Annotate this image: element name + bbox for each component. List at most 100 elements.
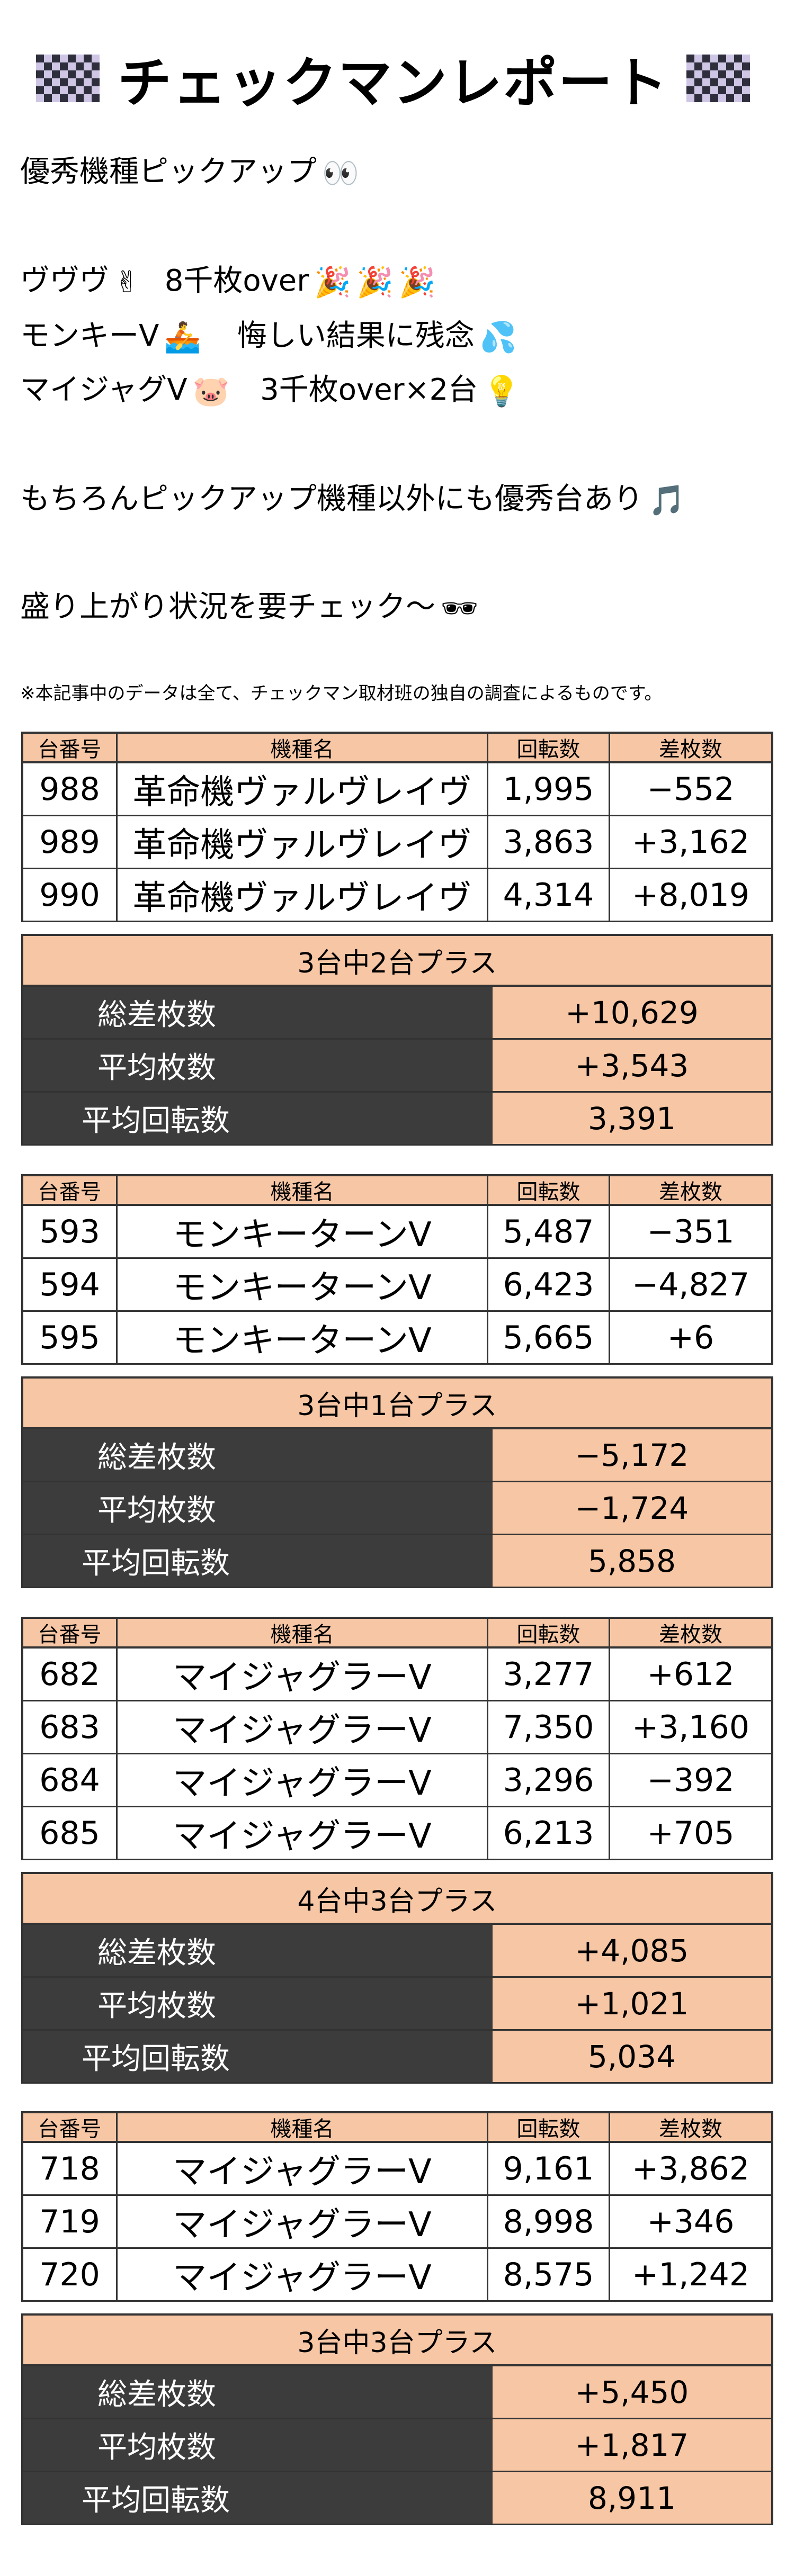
cell-name: マイジャグラーV [118,2143,488,2194]
summary-row-total: 総差枚数 +5,450 [21,2366,773,2419]
sunglasses-icon: 🕶 [441,591,479,626]
cell-diff: +346 [647,2203,735,2240]
summary-result: 4台中3台プラス [21,1872,773,1925]
party-icon: 🎉 [398,265,436,300]
disclaimer-note: ※本記事中のデータは全て、チェックマン取材班の独自の調査によるものです。 [20,683,663,704]
cell-diff: +3,862 [631,2150,750,2187]
table-row: 988 革命機ヴァルヴレイヴ 1,995 −552 [21,763,773,816]
summary-row-avg: 平均枚数 −1,724 [21,1482,773,1535]
summary-value: 5,034 [493,2031,771,2082]
eyes-icon: 👀 [322,156,359,191]
cell-no: 988 [23,763,118,815]
cell-diff: +3,160 [631,1708,750,1746]
cell-diff: +3,162 [631,823,750,861]
summary-value: +4,085 [493,1925,771,1976]
table-row: 683 マイジャグラーV 7,350 +3,160 [21,1701,773,1754]
peace-icon: ✌ [114,265,139,300]
summary-row-avg: 平均枚数 +3,543 [21,1040,773,1093]
cell-no: 718 [23,2143,118,2194]
lightbulb-icon: 💡 [483,374,520,409]
cell-name: モンキーターンV [118,1312,488,1363]
summary-value: +5,450 [493,2366,771,2418]
cell-diff: +6 [667,1319,714,1356]
summary-label: 平均枚数 [23,2419,493,2471]
cell-no: 719 [23,2196,118,2247]
party-icon: 🎉 [356,265,394,300]
summary-value: −5,172 [493,1429,771,1481]
table-row: 989 革命機ヴァルヴレイヴ 3,863 +3,162 [21,816,773,869]
cell-spins: 3,863 [488,816,610,868]
table-row: 685 マイジャグラーV 6,213 +705 [21,1807,773,1860]
col-diff-header: 差枚数 [659,1180,722,1204]
cell-spins: 3,277 [488,1649,610,1700]
intro-line3-machine: マイジャグV [20,373,187,407]
col-spins-header: 回転数 [488,1176,610,1204]
summary-value: +1,817 [493,2419,771,2471]
cell-spins: 8,575 [488,2249,610,2300]
data-table: 台番号 機種名 回転数 差枚数 682 マイジャグラーV 3,277 +612 … [21,1617,773,2084]
summary-label: 平均回転数 [23,1535,493,1587]
cell-spins: 5,487 [488,1206,610,1257]
cell-no: 684 [23,1754,118,1806]
cell-diff: −4,827 [631,1266,750,1303]
cell-name: マイジャグラーV [118,2249,488,2300]
cell-diff: +705 [647,1814,735,1852]
table-row: 593 モンキーターンV 5,487 −351 [21,1206,773,1259]
cell-spins: 6,213 [488,1807,610,1859]
cell-spins: 7,350 [488,1701,610,1753]
summary-row-avg-spins: 平均回転数 5,858 [21,1535,773,1588]
data-table: 台番号 機種名 回転数 差枚数 988 革命機ヴァルヴレイヴ 1,995 −55… [21,732,773,1146]
col-spins-header: 回転数 [488,734,610,762]
cell-no: 990 [23,869,118,921]
pig-icon: 🐷 [192,374,230,409]
summary-value: 3,391 [493,1093,771,1144]
cell-diff: −351 [647,1213,735,1250]
col-no-header: 台番号 [23,734,118,762]
summary-label: 総差枚数 [23,1925,493,1976]
table-row: 718 マイジャグラーV 9,161 +3,862 [21,2143,773,2196]
summary-row-avg-spins: 平均回転数 8,911 [21,2472,773,2525]
cell-spins: 5,665 [488,1312,610,1363]
table-row: 682 マイジャグラーV 3,277 +612 [21,1649,773,1701]
table-header: 台番号 機種名 回転数 差枚数 [21,732,773,763]
data-table: 台番号 機種名 回転数 差枚数 593 モンキーターンV 5,487 −351 … [21,1174,773,1588]
col-no-header: 台番号 [23,1176,118,1204]
checkered-flag-icon [36,55,100,102]
intro-line-2: モンキーV 🚣 悔しい結果に残念 💦 [20,318,517,356]
summary-row-total: 総差枚数 +4,085 [21,1925,773,1978]
cell-name: マイジャグラーV [118,1807,488,1859]
summary-row-total: 総差枚数 +10,629 [21,987,773,1040]
summary-value: 5,858 [493,1535,771,1587]
intro-line4-text: もちろんピックアップ機種以外にも優秀台あり [20,482,643,516]
col-name-header: 機種名 [118,2113,488,2141]
col-diff-header: 差枚数 [659,2117,722,2141]
col-no-header: 台番号 [23,1619,118,1647]
table-header: 台番号 機種名 回転数 差枚数 [21,1617,773,1649]
intro-line3-result: 3千枚over×2台 [260,373,478,407]
data-table: 台番号 機種名 回転数 差枚数 718 マイジャグラーV 9,161 +3,86… [21,2111,773,2525]
cell-no: 595 [23,1312,118,1363]
checkered-flag-icon [686,55,750,102]
intro-line-5: 盛り上がり状況を要チェック〜 🕶 [20,589,478,627]
table-row: 594 モンキーターンV 6,423 −4,827 [21,1259,773,1312]
cell-diff: +1,242 [631,2256,750,2293]
intro-heading-line: 優秀機種ピックアップ 👀 [20,154,359,192]
party-icon: 🎉 [314,265,351,300]
summary-row-total: 総差枚数 −5,172 [21,1429,773,1482]
cell-no: 682 [23,1649,118,1700]
summary-value: −1,724 [493,1482,771,1534]
cell-no: 720 [23,2249,118,2300]
summary-label: 平均回転数 [23,2031,493,2082]
intro-line1-machine: ヴヴヴ [20,264,109,298]
intro-heading: 優秀機種ピックアップ [20,155,317,189]
summary-label: 平均回転数 [23,2472,493,2524]
cell-spins: 6,423 [488,1259,610,1310]
cell-name: マイジャグラーV [118,1701,488,1753]
intro-line2-machine: モンキーV [20,319,159,353]
col-spins-header: 回転数 [488,2113,610,2141]
cell-name: モンキーターンV [118,1206,488,1257]
cell-no: 685 [23,1807,118,1859]
summary-result: 3台中1台プラス [21,1376,773,1429]
intro-line-4: もちろんピックアップ機種以外にも優秀台あり 🎵 [20,481,685,519]
col-name-header: 機種名 [118,1619,488,1647]
